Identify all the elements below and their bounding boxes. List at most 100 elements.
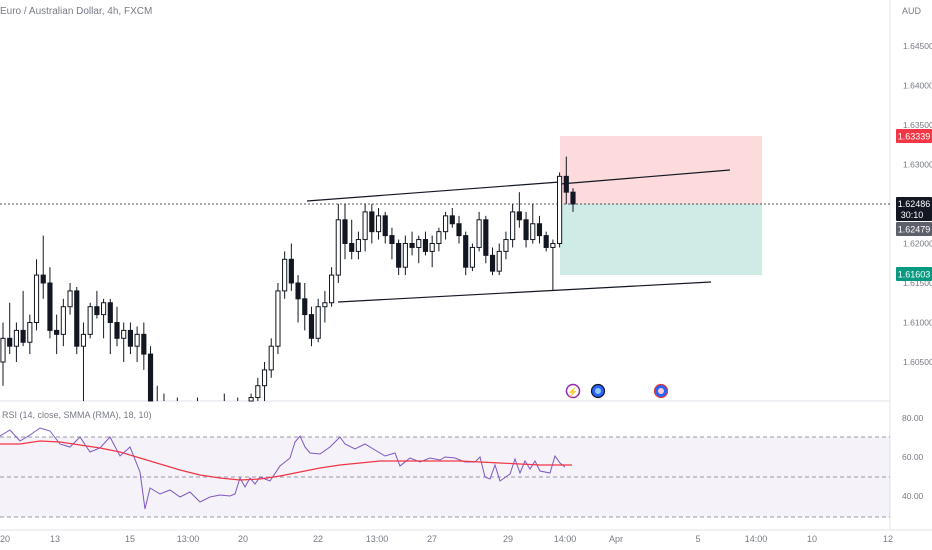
price-tick-label: 1.61500 — [903, 278, 932, 288]
candle-down — [570, 191, 576, 205]
price-tick-label: 1.62000 — [903, 239, 932, 249]
time-tick-label: 12 — [883, 534, 893, 544]
candle-up — [469, 246, 475, 268]
price-tick-label: 1.61000 — [903, 318, 932, 328]
candle-up — [416, 239, 422, 248]
candle-down — [288, 258, 294, 284]
time-tick-label: 20 — [238, 534, 248, 544]
candle-down — [74, 290, 80, 347]
candle-up — [121, 329, 127, 339]
price-tick-label: 1.63500 — [903, 120, 932, 130]
candle-down — [463, 235, 469, 268]
target-price: 1.61603 — [898, 270, 931, 280]
time-tick-label: 15 — [125, 534, 135, 544]
candle-up — [557, 175, 563, 245]
time-tick-label: 22 — [313, 534, 323, 544]
candle-down — [449, 215, 455, 225]
candle-up — [362, 211, 368, 241]
currency-label: AUD — [902, 6, 922, 16]
candle-down — [382, 215, 388, 237]
candle-up — [315, 306, 321, 339]
candle-down — [483, 219, 489, 256]
candle-up — [87, 306, 93, 335]
candle-up — [60, 306, 66, 335]
trendline-lower[interactable] — [337, 281, 712, 303]
candle-up — [80, 333, 87, 347]
bid-price: 1.62479 — [898, 225, 931, 235]
candle-down — [563, 175, 569, 193]
event-marker-lightning[interactable]: ⚡ — [565, 383, 581, 399]
rsi-tick-label: 80.00 — [902, 413, 924, 423]
candle-down — [536, 223, 543, 237]
candle-up — [67, 290, 73, 308]
candle-up — [503, 239, 509, 252]
time-tick-label: 14:00 — [745, 534, 768, 544]
price-tick-label: 1.60500 — [903, 357, 932, 367]
candle-down — [107, 302, 113, 323]
trendline-upper[interactable] — [306, 181, 561, 202]
candle-up — [476, 219, 482, 248]
candle-down — [422, 239, 429, 252]
time-tick-label: 13:00 — [177, 534, 200, 544]
candle-down — [489, 254, 496, 272]
candle-up — [275, 290, 281, 347]
event-marker-flag-2[interactable] — [653, 383, 669, 399]
candle-down — [308, 314, 315, 339]
candle-down — [349, 243, 355, 252]
rsi-axis: 80.00 60.00 40.00 — [902, 413, 924, 501]
trendline-extension[interactable] — [559, 169, 731, 185]
target-badge: 1.61603 — [896, 267, 932, 281]
rsi-tick-label: 60.00 — [902, 452, 924, 462]
stop-loss-zone[interactable] — [560, 136, 762, 204]
candle-up — [33, 274, 40, 324]
candle-up — [322, 302, 328, 308]
candle-up — [355, 239, 361, 252]
candle-down — [7, 337, 13, 347]
price-tick-label: 1.64500 — [903, 41, 932, 51]
candle-up — [134, 333, 140, 347]
price-tick-label: 1.64000 — [903, 81, 932, 91]
candle-down — [141, 333, 147, 355]
time-tick-label: 13:00 — [366, 534, 389, 544]
candle-up — [443, 215, 449, 233]
candle-up — [261, 369, 268, 387]
stop-badge: 1.63339 — [896, 129, 932, 143]
rsi-moving-average — [0, 440, 572, 481]
candle-down — [295, 282, 301, 300]
candle-up — [510, 211, 516, 241]
candle-up — [27, 322, 33, 343]
time-tick-label: 14:00 — [554, 534, 577, 544]
candle-down — [516, 211, 522, 221]
time-axis[interactable]: 20 13 15 13:00 20 22 13:00 27 29 14:00 Apr 5 14:00 10… — [0, 534, 893, 544]
last-price: 1.62486 — [898, 199, 931, 209]
last-price-badge: 1.62486 30:10 — [896, 197, 932, 221]
candle-down — [54, 329, 60, 335]
candle-up — [13, 329, 19, 347]
time-tick-label: 10 — [807, 534, 817, 544]
rsi-line — [0, 427, 566, 510]
candle-down — [369, 211, 375, 233]
candle-down — [94, 306, 100, 316]
candle-down — [47, 282, 53, 331]
candle-up — [282, 258, 288, 292]
candle-down — [127, 329, 133, 347]
candle-down — [389, 235, 395, 245]
event-marker-flag-1[interactable] — [590, 383, 606, 399]
take-profit-zone[interactable] — [560, 204, 762, 275]
candle-down — [342, 219, 348, 245]
flag-icon — [595, 388, 601, 394]
candle-down — [409, 243, 415, 248]
lightning-icon: ⚡ — [567, 386, 578, 398]
time-tick-label: 29 — [503, 534, 513, 544]
countdown: 30:10 — [901, 210, 924, 220]
price-tick-label: 1.63000 — [903, 160, 932, 170]
time-tick-label: 5 — [695, 534, 700, 544]
candle-up — [429, 243, 435, 252]
candle-up — [255, 385, 261, 399]
candle-down — [114, 322, 120, 339]
candle-up — [402, 243, 408, 268]
bid-badge: 1.62479 — [896, 222, 932, 236]
candle-up — [101, 302, 107, 316]
rsi-label: RSI (14, close, SMMA (RMA), 18, 10) — [2, 410, 152, 420]
